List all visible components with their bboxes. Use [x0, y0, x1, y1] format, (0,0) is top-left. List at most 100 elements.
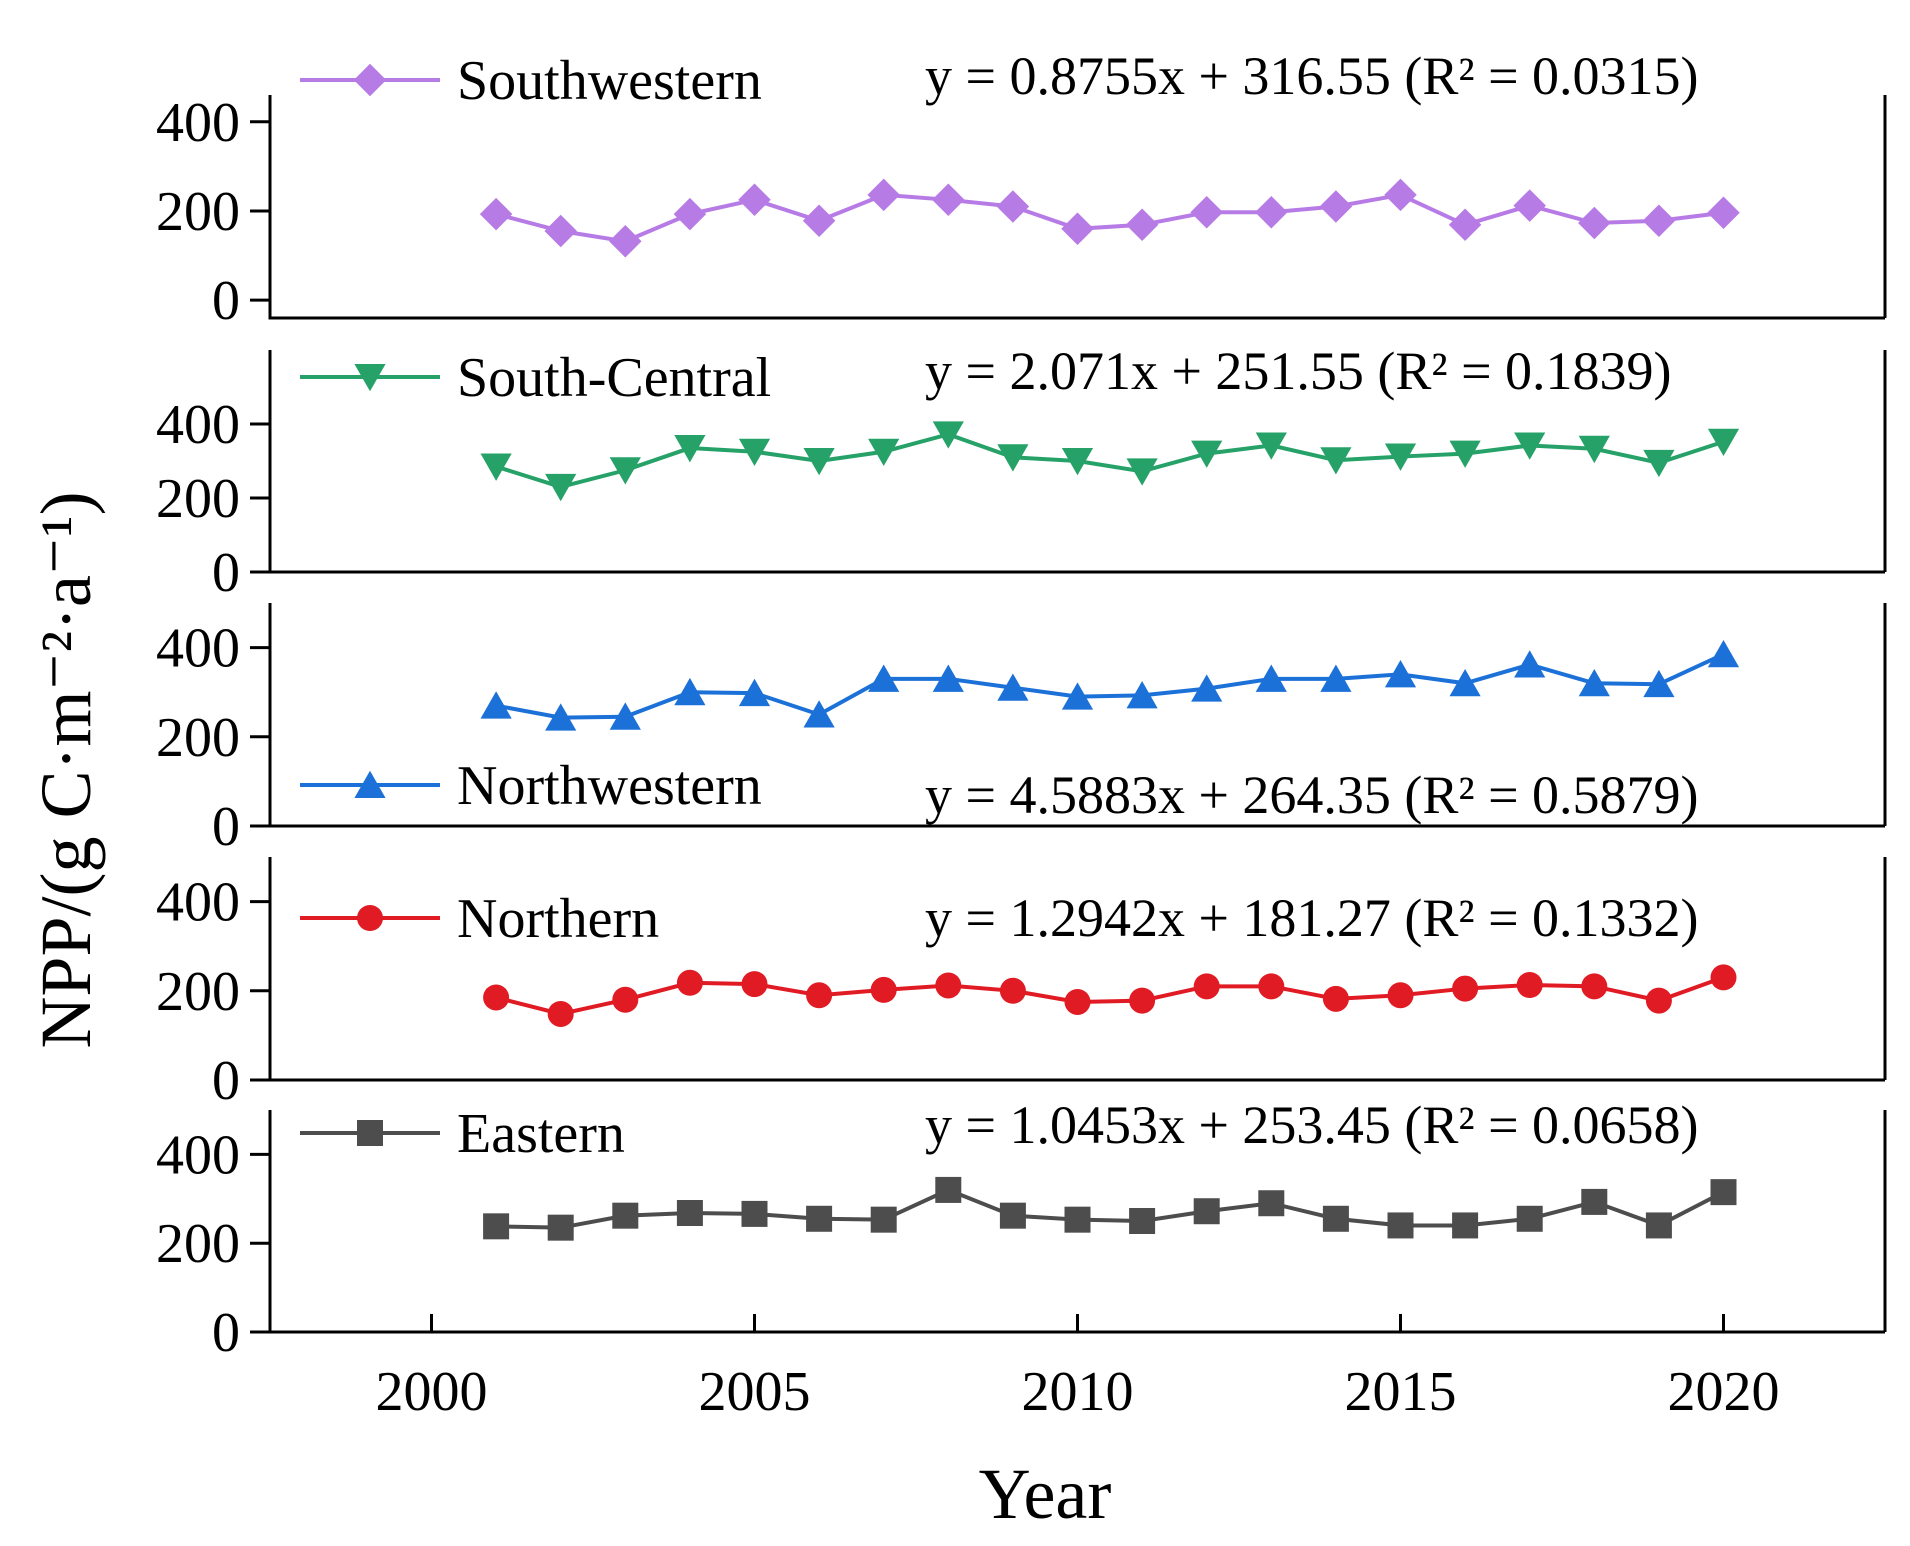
data-point [609, 702, 641, 730]
y-axis-title: NPP/(g C·m⁻²·a⁻¹) [26, 491, 106, 1048]
legend-marker [357, 905, 383, 931]
data-point [806, 1205, 833, 1232]
data-point [935, 972, 962, 999]
data-point [612, 1202, 639, 1229]
data-point [1061, 448, 1094, 476]
data-point [609, 225, 642, 258]
data-point [544, 214, 577, 248]
data-point [1129, 1208, 1156, 1234]
data-point [676, 1200, 703, 1227]
data-point [1578, 668, 1610, 697]
data-point [1514, 650, 1546, 678]
data-point [1064, 988, 1091, 1015]
y-tick-label: 200 [156, 707, 240, 769]
data-point [868, 664, 900, 692]
data-point [609, 457, 641, 485]
data-point [1190, 196, 1223, 229]
data-point [1320, 664, 1352, 692]
data-point [1581, 973, 1608, 1000]
data-point [868, 438, 900, 467]
data-point [1513, 189, 1546, 222]
panel-northern: 0 200 400 Northern y = 1.2942x + 181.27 (R² … [156, 857, 1887, 1112]
data-point [612, 986, 639, 1013]
data-point [1193, 973, 1220, 1000]
data-point [1387, 982, 1414, 1009]
data-point [741, 1200, 768, 1227]
y-tick-label: 200 [156, 1213, 240, 1275]
data-point [1448, 208, 1482, 242]
data-point [547, 1000, 574, 1027]
data-point [997, 673, 1029, 701]
data-point [996, 190, 1030, 223]
data-point [870, 1206, 897, 1233]
data-point [483, 1213, 510, 1240]
trend-equation: y = 1.0453x + 253.45 (R² = 0.0658) [925, 1095, 1699, 1155]
legend-label: Southwestern [457, 50, 762, 112]
x-axis-title: Year [979, 1454, 1112, 1534]
data-point [1514, 432, 1546, 460]
y-tick-label: 0 [212, 1050, 240, 1112]
data-point [738, 438, 771, 467]
data-point [674, 677, 706, 706]
y-tick-label: 200 [156, 468, 240, 530]
y-tick-label: 400 [156, 394, 240, 456]
panel-southwestern: 0 200 400 Southwestern y = 0.8755x + 316.55 … [156, 46, 1887, 332]
data-point [1710, 1179, 1737, 1206]
data-point [1384, 443, 1417, 471]
data-point [676, 969, 703, 996]
data-point [545, 473, 577, 502]
data-point [803, 700, 835, 728]
data-point [1126, 458, 1158, 486]
y-tick-label: 400 [156, 618, 240, 680]
series-line [495, 652, 1725, 720]
data-point [1643, 669, 1675, 698]
data-point [1319, 190, 1353, 223]
data-point [483, 984, 510, 1011]
data-point [1387, 1212, 1414, 1239]
data-point [1645, 1212, 1672, 1239]
y-tick-label: 200 [156, 181, 240, 243]
legend-marker [354, 770, 386, 798]
data-point [1255, 432, 1287, 460]
legend-label: Northwestern [457, 755, 762, 817]
y-tick-label: 200 [156, 961, 240, 1023]
legend-marker [353, 63, 387, 97]
x-tick-label: 2000 [376, 1361, 488, 1423]
data-point [1255, 196, 1288, 229]
data-point [932, 421, 964, 449]
y-tick-label: 400 [156, 92, 240, 154]
data-point [1707, 428, 1740, 457]
data-point [1061, 682, 1094, 710]
data-point [802, 204, 836, 238]
data-point [480, 453, 512, 481]
data-point [673, 197, 707, 231]
trend-equation: y = 1.2942x + 181.27 (R² = 0.1332) [925, 888, 1699, 948]
y-tick-label: 0 [212, 1302, 240, 1364]
data-point [1645, 987, 1672, 1014]
data-point [1707, 196, 1740, 229]
data-point [1516, 1205, 1543, 1232]
data-point [738, 678, 771, 707]
data-point [1191, 440, 1223, 468]
y-tick-label: 400 [156, 1124, 240, 1186]
data-point [1193, 1198, 1220, 1225]
data-point [1452, 975, 1479, 1002]
data-point [1191, 674, 1223, 702]
data-point [1384, 178, 1417, 212]
data-point [997, 444, 1029, 472]
data-point [1384, 660, 1417, 688]
data-point [1258, 973, 1285, 1000]
data-point [1125, 208, 1159, 242]
data-point [932, 183, 965, 217]
y-tick-label: 0 [212, 796, 240, 858]
data-point [1449, 668, 1481, 697]
data-point [1126, 681, 1158, 709]
data-point [1581, 1188, 1608, 1215]
legend-marker [354, 364, 386, 392]
legend-label: Northern [457, 888, 659, 950]
data-point [1322, 985, 1349, 1012]
data-point [867, 178, 900, 212]
data-point [738, 183, 771, 217]
